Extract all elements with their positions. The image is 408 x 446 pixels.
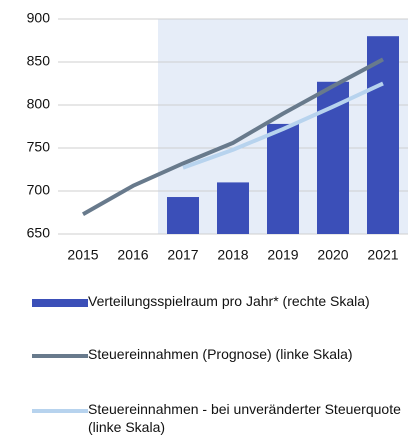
bar <box>267 123 299 234</box>
bar <box>217 182 249 234</box>
legend-item: Steuereinnahmen (Prognose) (linke Skala) <box>32 345 402 363</box>
legend-label: Steuereinnahmen - bei unveränderter Steu… <box>88 401 401 435</box>
y-tick-label: 750 <box>27 139 51 155</box>
x-tick-label: 2018 <box>217 247 248 263</box>
x-tick-label: 2020 <box>317 247 348 263</box>
y-tick-label: 650 <box>27 225 51 241</box>
x-tick-label: 2021 <box>367 247 398 263</box>
line <box>82 57 384 216</box>
legend-label: Steuereinnahmen (Prognose) (linke Skala) <box>88 346 353 362</box>
x-tick-label: 2019 <box>267 247 298 263</box>
line <box>182 81 384 170</box>
legend-symbol <box>32 354 88 358</box>
y-tick-label: 700 <box>27 182 51 198</box>
bar <box>167 197 199 234</box>
legend-item: Verteilungsspielraum pro Jahr* (rechte S… <box>32 292 402 310</box>
x-tick-label: 2015 <box>67 247 98 263</box>
y-tick-label: 800 <box>27 96 51 112</box>
legend-label: Verteilungsspielraum pro Jahr* (rechte S… <box>88 293 370 309</box>
legend-symbol <box>32 299 88 307</box>
chart: 650 700 750 800 850 900 2015 2016 2017 2018 2019 20… <box>27 10 408 263</box>
x-tick-label: 2016 <box>117 247 148 263</box>
y-tick-label: 850 <box>27 53 51 69</box>
legend-symbol <box>32 409 88 413</box>
bar <box>367 36 399 235</box>
y-tick-label: 900 <box>27 10 51 26</box>
legend-item: Steuereinnahmen - bei unveränderter Steu… <box>32 400 402 436</box>
x-tick-label: 2017 <box>167 247 198 263</box>
